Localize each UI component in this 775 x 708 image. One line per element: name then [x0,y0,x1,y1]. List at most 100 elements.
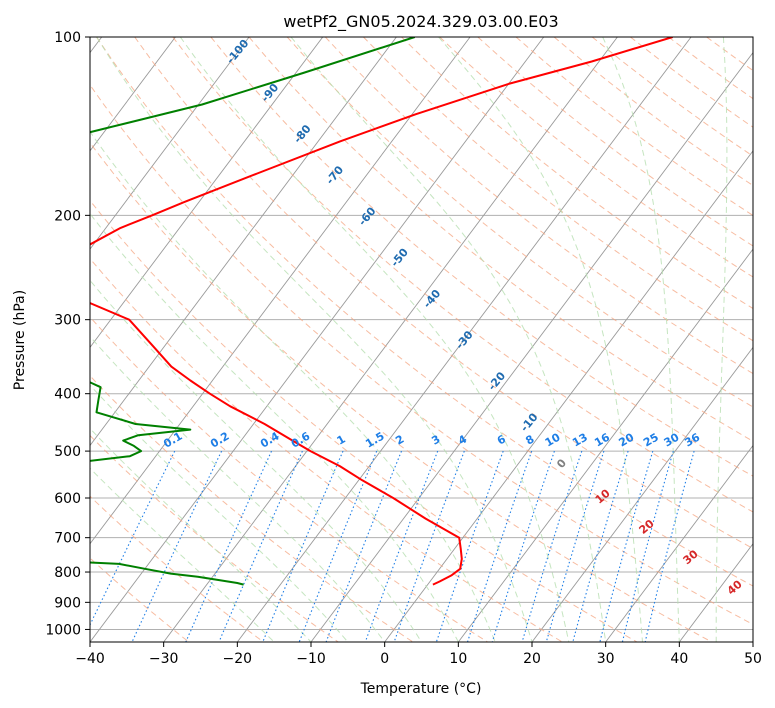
isotherm-line [90,37,471,545]
dry-adiabat-label: 20 [637,517,657,537]
mixing-ratio-label: 25 [641,431,661,450]
x-tick-label: 0 [380,651,389,667]
y-tick-label: 200 [54,208,81,224]
moist-adiabat-line [290,37,607,642]
dry-adiabat-line [90,495,264,642]
isotherm-line [531,346,753,642]
moist-adiabat-line [90,130,496,642]
moist-adiabat-label: -100 [224,37,252,67]
y-tick-label: 400 [54,387,81,403]
mixing-ratio-line [393,450,465,642]
moist-adiabat-line [90,279,422,642]
moist-adiabat-label: -10 [518,410,541,434]
mixing-ratio-label: 0.6 [289,429,313,450]
dry-adiabat-line [90,557,190,642]
isotherm-line [752,641,753,642]
isotherm-line [457,248,753,642]
isotherm-line [90,37,176,152]
mixing-ratio-line [131,450,223,642]
mixing-ratio-label: 36 [682,430,702,449]
x-tick-label: −30 [149,651,179,667]
dry-adiabat-line [172,37,753,513]
mixing-ratio-line [325,450,403,642]
moist-adiabat-label: -80 [291,122,314,146]
isotherm-line [236,37,692,642]
moist-adiabat-line [90,212,459,642]
dry-adiabat-line [286,37,753,408]
x-tick-label: 30 [597,651,615,667]
isotherm-line [90,37,324,349]
y-tick-label: 600 [54,491,81,507]
moist-adiabat-label: -90 [259,81,282,105]
x-tick-label: 10 [449,651,467,667]
mixing-ratio-line [545,450,605,642]
dry-adiabat-line [90,434,339,642]
x-tick-label: −20 [223,651,253,667]
moist-adiabat-label: 0 [554,456,569,470]
moist-adiabat-line [90,384,349,642]
dry-adiabat-line [439,37,753,278]
y-tick-label: 700 [54,531,81,547]
dry-adiabat-line [90,375,414,642]
moist-adiabat-line [90,467,275,642]
mixing-ratio-label: 3 [429,433,442,448]
mixing-ratio-label: 2 [393,433,406,448]
dry-adiabat-line [401,37,753,310]
moist-adiabat-label: -30 [453,328,476,352]
mixing-ratio-line [262,450,344,642]
moist-adiabat-line [90,335,386,642]
y-tick-label: 1000 [45,622,81,638]
x-tick-label: −10 [296,651,326,667]
dry-adiabat-line [134,37,753,550]
x-tick-label: 20 [523,651,541,667]
isotherm-line [310,51,753,642]
mixing-ratio-label: 1 [335,433,348,448]
plot-series [90,37,673,586]
x-tick-label: −40 [75,651,105,667]
dry-adiabat-line [90,142,712,642]
axes: −40 −30 −20 −10 0 10 20 30 40 5010020030040050060… [45,30,762,667]
dry-adiabat-line [363,37,753,342]
mixing-ratio-line [644,450,695,642]
mixing-ratio-line [491,450,555,642]
temperature-line [90,37,673,586]
isotherm-line [605,444,753,642]
moist-adiabat-label: -50 [388,246,411,270]
moist-adiabat-label: -60 [356,204,379,228]
mixing-ratio-line [435,450,504,642]
moist-adiabat-line [715,37,728,642]
moist-adiabat-label: -70 [323,163,346,187]
isotherm-line [90,37,545,642]
x-axis-title: Temperature (°C) [360,681,482,697]
mixing-ratio-line [466,450,533,642]
mixing-ratio-label: 16 [592,430,612,449]
dry-adiabat-line [324,37,753,375]
mixing-ratio-line [572,450,629,642]
dry-adiabat-line [90,316,488,642]
mixing-ratio-line [599,450,654,642]
mixing-ratio-label: 0.2 [208,430,231,451]
moist-adiabat-line [602,37,680,642]
plot-frame [89,36,754,643]
dry-adiabat-line [96,37,753,587]
y-tick-label: 500 [54,444,81,460]
y-tick-label: 900 [54,595,81,611]
dry-adiabat-line [668,37,753,100]
mixing-ratio-label: 8 [523,433,536,448]
moist-adiabat-line [90,427,312,642]
plot-background-lines [90,37,753,642]
dry-adiabat-label: 30 [681,547,701,567]
mixing-ratio-line [298,450,378,642]
moist-adiabat-line [179,37,570,642]
y-tick-label: 300 [54,313,81,329]
dry-adiabat-line [90,199,638,642]
isotherm-line [163,37,618,642]
dry-adiabat-label: 10 [593,486,613,506]
x-tick-label: 40 [670,651,688,667]
isotherm-line [90,37,397,447]
mixing-ratio-label: 10 [543,430,563,449]
y-tick-label: 100 [54,30,81,46]
x-tick-label: 50 [744,651,762,667]
mixing-ratio-label: 6 [495,432,508,447]
